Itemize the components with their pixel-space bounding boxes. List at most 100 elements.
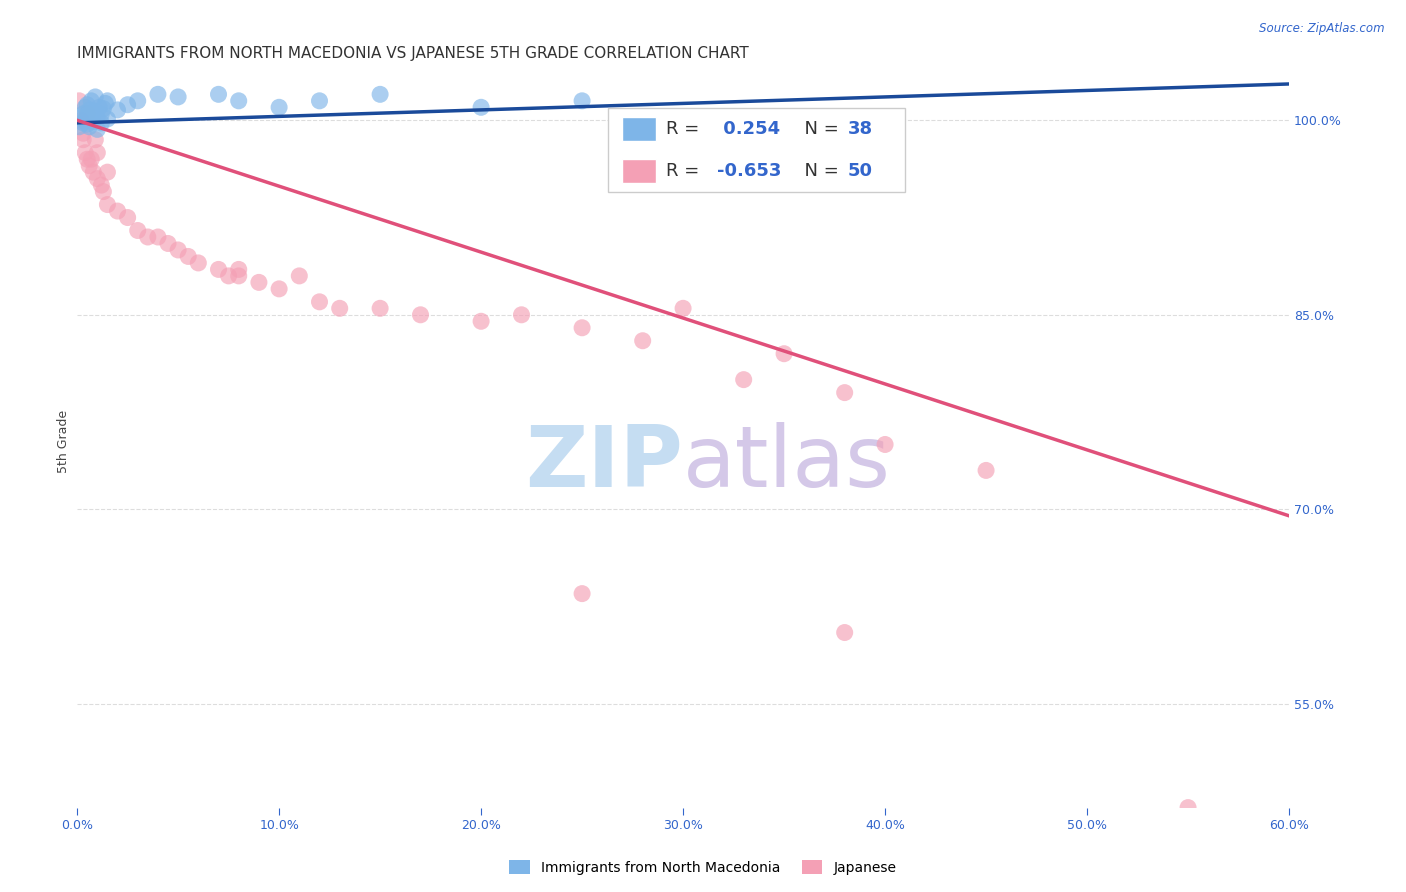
Point [80,152,103,166]
Point [76,109,98,123]
Point [974,463,997,477]
Point [67,120,90,134]
Point [77,103,100,117]
Point [93,102,115,116]
Point [247,276,270,290]
Point [329,301,352,316]
Point [76,97,98,112]
Point [167,243,190,257]
Point [146,230,169,244]
Point [571,586,593,600]
Point [70,111,93,125]
Point [72,107,94,121]
Point [510,308,533,322]
Point [672,301,695,316]
Legend: Immigrants from North Macedonia, Japanese: Immigrants from North Macedonia, Japanes… [503,855,903,880]
Point [107,103,129,117]
Point [773,347,796,361]
Point [96,165,118,179]
Point [77,120,100,134]
Point [288,268,311,283]
Point [94,96,117,111]
Point [177,249,200,263]
Point [733,373,755,387]
Point [82,108,104,122]
Point [875,437,897,451]
Point [80,105,103,120]
Point [84,104,107,119]
Point [96,94,118,108]
Point [167,90,190,104]
Point [77,159,100,173]
Point [90,107,112,121]
Text: IMMIGRANTS FROM NORTH MACEDONIA VS JAPANESE 5TH GRADE CORRELATION CHART: IMMIGRANTS FROM NORTH MACEDONIA VS JAPAN… [77,46,749,62]
Point [72,133,94,147]
Point [86,171,108,186]
Point [96,112,118,126]
Point [75,145,97,160]
Point [127,223,149,237]
Text: R =: R = [666,162,706,180]
Point [117,97,139,112]
Point [834,625,856,640]
Point [571,320,593,334]
FancyBboxPatch shape [607,108,905,192]
Text: 0.254: 0.254 [717,120,780,138]
Bar [623,160,657,183]
Point [107,204,129,219]
Point [1177,800,1199,814]
Text: Source: ZipAtlas.com: Source: ZipAtlas.com [1260,22,1385,36]
Point [834,385,856,400]
Y-axis label: 5th Grade: 5th Grade [58,409,70,473]
Point [117,211,139,225]
Point [82,114,104,128]
Text: ZIP: ZIP [526,422,683,505]
Point [146,87,169,102]
Point [75,100,97,114]
Point [127,94,149,108]
Text: N =: N = [793,120,845,138]
Point [269,282,291,296]
Point [96,197,118,211]
Point [207,87,229,102]
Point [90,116,112,130]
Point [84,133,107,147]
Point [76,107,98,121]
Point [86,145,108,160]
Point [75,113,97,128]
Point [228,94,250,108]
Point [90,178,112,193]
Point [187,256,209,270]
Text: -0.653: -0.653 [717,162,782,180]
Point [86,122,108,136]
Point [470,100,492,114]
Point [72,116,94,130]
Point [308,94,330,108]
Point [409,308,432,322]
Point [93,185,115,199]
Text: 50: 50 [848,162,873,180]
Text: 38: 38 [848,120,873,138]
Point [76,152,98,166]
Point [72,126,94,140]
Point [84,90,107,104]
Point [218,268,240,283]
Point [80,94,103,108]
Point [76,117,98,131]
Point [308,294,330,309]
Point [470,314,492,328]
Point [368,301,391,316]
Text: atlas: atlas [683,422,891,505]
Point [86,111,108,125]
Point [631,334,654,348]
Text: N =: N = [793,162,845,180]
Point [228,262,250,277]
Point [368,87,391,102]
Text: R =: R = [666,120,706,138]
Point [136,230,159,244]
Point [157,236,180,251]
Bar [623,117,657,141]
Point [228,268,250,283]
Point [571,94,593,108]
Point [67,94,90,108]
